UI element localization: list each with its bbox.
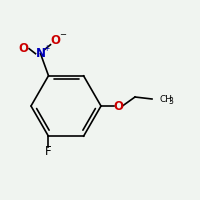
Text: 3: 3 — [168, 97, 173, 106]
Text: O: O — [19, 42, 29, 55]
Text: CH: CH — [160, 96, 173, 104]
Text: +: + — [43, 44, 49, 53]
Text: −: − — [60, 31, 67, 40]
Text: F: F — [45, 145, 52, 158]
Text: O: O — [51, 34, 61, 47]
Text: O: O — [113, 99, 123, 112]
Text: N: N — [36, 47, 46, 60]
